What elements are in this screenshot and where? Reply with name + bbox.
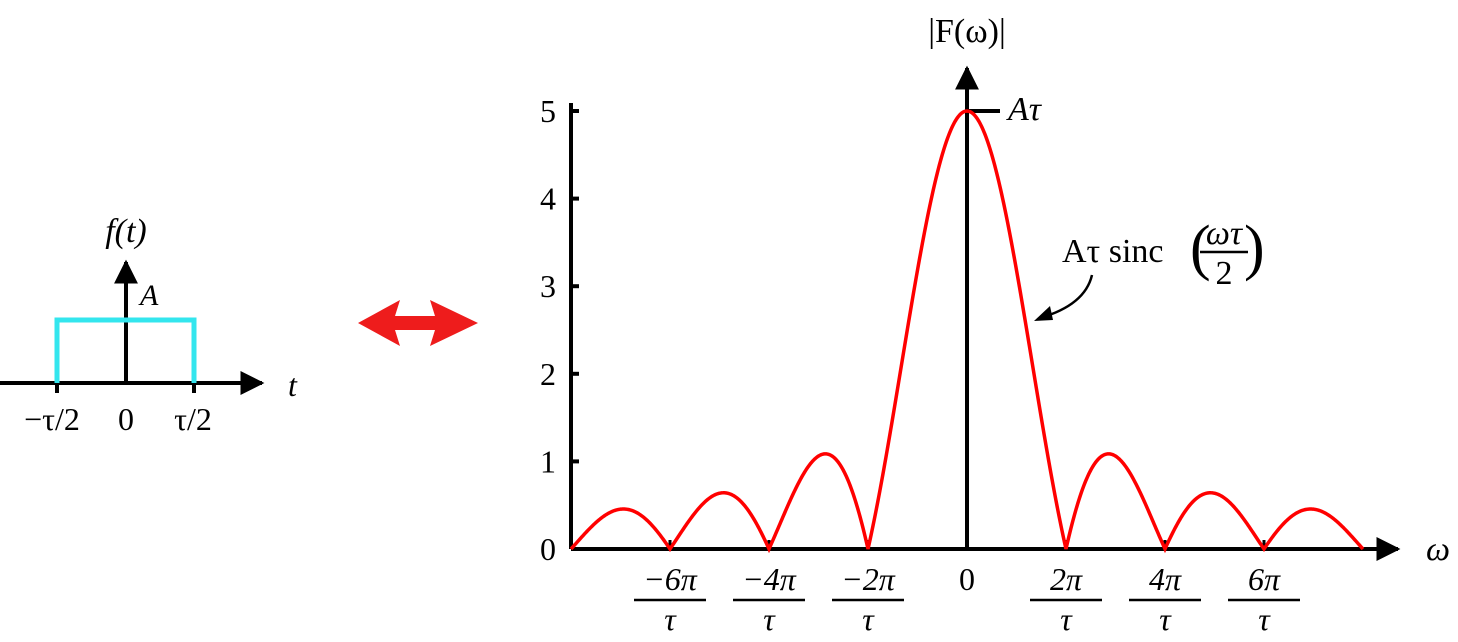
y-tick-label: 0 <box>540 531 556 567</box>
x-tick-label-denominator: τ <box>1159 601 1172 637</box>
x-tick-label-numerator: −2π <box>841 561 896 597</box>
tick-label-neg-half-tau: −τ/2 <box>24 401 80 437</box>
x-tick-label-denominator: τ <box>1060 601 1073 637</box>
y-tick-label: 3 <box>540 268 556 304</box>
x-tick-label-numerator: −4π <box>742 561 797 597</box>
annotation-fraction-den: 2 <box>1216 255 1233 292</box>
x-tick-label-numerator: 6π <box>1248 561 1281 597</box>
f-axis-label: f(t) <box>105 213 147 250</box>
amplitude-label: A <box>138 279 159 312</box>
annotation-right-paren: ) <box>1244 214 1265 282</box>
y-tick-label: 1 <box>540 443 556 479</box>
tick-label-pos-half-tau: τ/2 <box>174 401 212 437</box>
curve-annotation: Aτ sinc ( ωτ 2 ) <box>1034 214 1265 321</box>
y-tick-label: 5 <box>540 93 556 129</box>
x-tick-label-numerator: 4π <box>1149 561 1182 597</box>
tick-label-zero: 0 <box>118 401 134 437</box>
x-tick-label-zero: 0 <box>959 561 975 597</box>
magnitude-axis-label: |F(ω)| <box>928 13 1006 50</box>
x-tick-label-denominator: τ <box>1258 601 1271 637</box>
annotation-fraction-num: ωτ <box>1206 215 1244 252</box>
omega-axis-label: ω <box>1426 531 1450 568</box>
y-tick-label: 2 <box>540 356 556 392</box>
x-tick-label-denominator: τ <box>664 601 677 637</box>
spectrum-curve <box>569 109 1365 554</box>
rect-pulse <box>54 317 197 383</box>
annotation-prefix: Aτ sinc <box>1062 233 1164 270</box>
y-tick-label: 4 <box>540 181 556 217</box>
x-tick-label-denominator: τ <box>862 601 875 637</box>
time-domain-plot: f(t) A t −τ/2 0 τ/2 <box>0 213 298 437</box>
peak-label: Aτ <box>1006 91 1043 128</box>
double-headed-arrow-icon <box>358 300 478 346</box>
x-tick-label-denominator: τ <box>763 601 776 637</box>
x-tick-label-numerator: 2π <box>1050 561 1083 597</box>
annotation-left-paren: ( <box>1190 214 1211 282</box>
annotation-pointer-head <box>1034 306 1053 321</box>
spectrum-plot: 0 1 2 3 4 5 −6π τ −4π τ −2π τ 0 2π τ 4π τ 6π τ |F(ω)| ω A… <box>540 13 1450 637</box>
x-tick-label-numerator: −6π <box>643 561 698 597</box>
t-axis-label: t <box>288 367 298 403</box>
